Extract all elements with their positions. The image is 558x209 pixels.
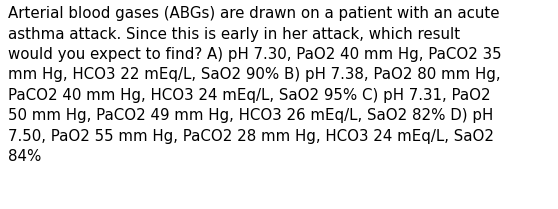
Text: Arterial blood gases (ABGs) are drawn on a patient with an acute
asthma attack. : Arterial blood gases (ABGs) are drawn on… [8, 6, 502, 164]
